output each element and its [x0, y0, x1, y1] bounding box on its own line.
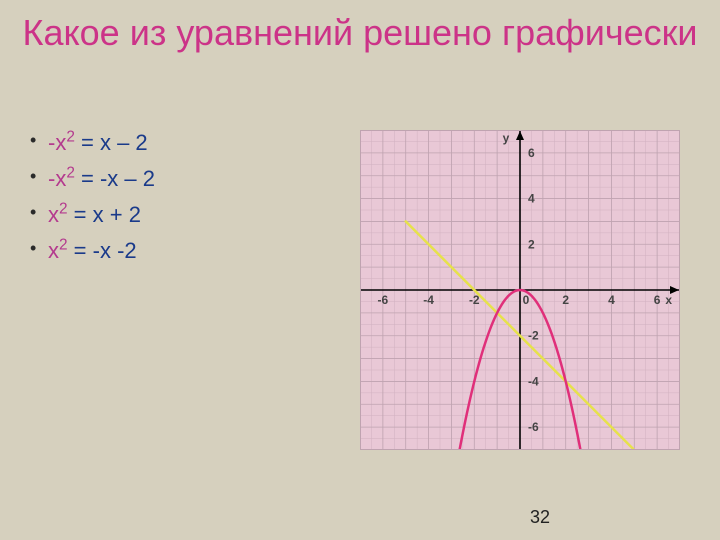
equation-text: -x2 = -x – 2	[48, 166, 155, 191]
equation-text: -x2 = x – 2	[48, 130, 148, 155]
y-axis-label: y	[503, 131, 510, 145]
equation-text: x2 = -x -2	[48, 238, 137, 263]
page-number: 32	[530, 507, 550, 528]
answer-option[interactable]: -x2 = -x – 2	[30, 166, 155, 192]
x-tick-label: 4	[608, 293, 615, 307]
y-tick-label: -4	[528, 374, 539, 388]
coordinate-grid: -6-4-20246-6-4-2246xy	[360, 130, 680, 450]
x-tick-label: -6	[378, 293, 389, 307]
y-tick-label: 4	[528, 192, 535, 206]
graph-chart: -6-4-20246-6-4-2246xy	[360, 130, 680, 455]
y-tick-label: -2	[528, 329, 539, 343]
y-tick-label: -6	[528, 420, 539, 434]
x-tick-label: 2	[562, 293, 569, 307]
x-tick-label: 6	[654, 293, 661, 307]
equation-text: x2 = x + 2	[48, 202, 141, 227]
y-tick-label: 6	[528, 146, 535, 160]
x-tick-label: 0	[523, 293, 530, 307]
y-tick-label: 2	[528, 237, 535, 251]
slide-title: Какое из уравнений решено графически	[0, 0, 720, 54]
answer-option[interactable]: -x2 = x – 2	[30, 130, 155, 156]
answer-option[interactable]: x2 = -x -2	[30, 238, 155, 264]
x-tick-label: -4	[423, 293, 434, 307]
x-axis-label: x	[665, 293, 672, 307]
answer-option[interactable]: x2 = x + 2	[30, 202, 155, 228]
answer-options-list: -x2 = x – 2 -x2 = -x – 2 x2 = x + 2 x2 = -x…	[30, 130, 155, 274]
